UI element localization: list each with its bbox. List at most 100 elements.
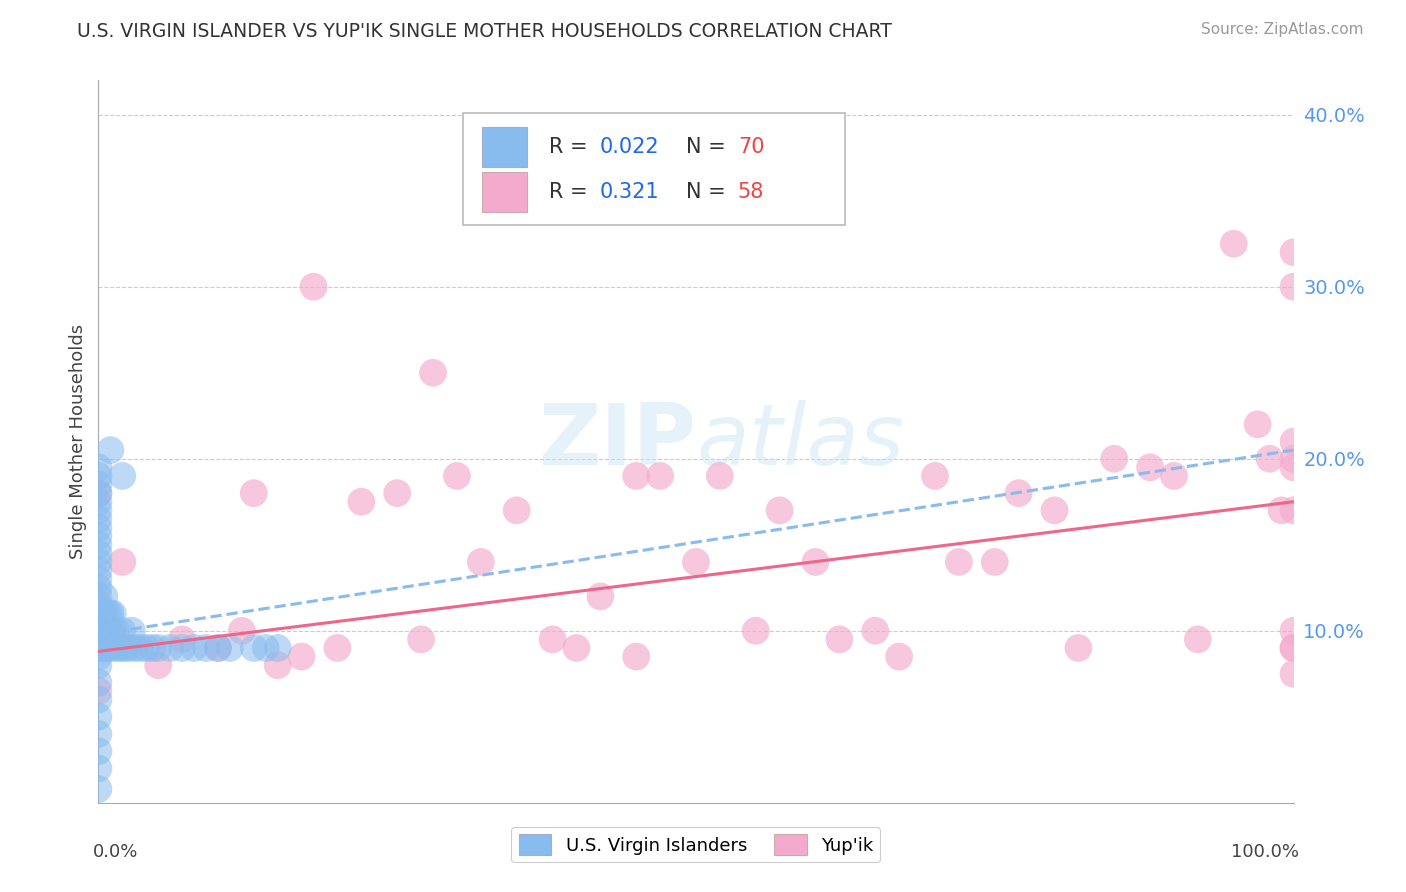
FancyBboxPatch shape — [482, 172, 527, 211]
Point — [207, 640, 229, 655]
Text: atlas: atlas — [696, 400, 904, 483]
Point — [984, 555, 1007, 569]
Point — [159, 640, 181, 655]
Y-axis label: Single Mother Households: Single Mother Households — [69, 324, 87, 559]
Point — [105, 624, 128, 638]
Point — [148, 658, 170, 673]
Point — [93, 624, 115, 638]
Point — [172, 632, 194, 647]
Point — [87, 564, 110, 578]
Point — [1043, 503, 1066, 517]
Point — [267, 640, 290, 655]
Text: 0.0%: 0.0% — [93, 843, 138, 861]
Point — [1271, 503, 1294, 517]
Point — [924, 469, 946, 483]
Point — [183, 640, 205, 655]
FancyBboxPatch shape — [463, 112, 845, 225]
Point — [1282, 624, 1305, 638]
Point — [768, 503, 790, 517]
Point — [98, 607, 122, 621]
Text: R =: R = — [548, 137, 595, 157]
Point — [141, 640, 163, 655]
Point — [626, 469, 648, 483]
Point — [626, 649, 648, 664]
Point — [87, 494, 110, 508]
Point — [231, 624, 253, 638]
Text: 100.0%: 100.0% — [1232, 843, 1299, 861]
Point — [411, 632, 433, 647]
Point — [87, 782, 110, 797]
Text: 0.321: 0.321 — [599, 182, 659, 202]
Point — [124, 640, 146, 655]
Point — [87, 512, 110, 526]
Point — [101, 607, 124, 621]
Point — [87, 727, 110, 741]
Point — [117, 640, 139, 655]
Point — [1163, 469, 1185, 483]
Point — [87, 486, 110, 500]
Point — [87, 640, 110, 655]
Point — [1139, 460, 1161, 475]
Point — [98, 624, 122, 638]
Text: N =: N = — [686, 137, 733, 157]
Point — [889, 649, 911, 664]
FancyBboxPatch shape — [482, 128, 527, 167]
Point — [87, 710, 110, 724]
Point — [87, 581, 110, 595]
Point — [589, 590, 612, 604]
Text: 58: 58 — [738, 182, 765, 202]
Point — [87, 503, 110, 517]
Point — [148, 640, 170, 655]
Point — [87, 761, 110, 775]
Point — [87, 692, 110, 706]
Point — [87, 590, 110, 604]
Point — [709, 469, 731, 483]
Point — [219, 640, 242, 655]
Point — [422, 366, 444, 380]
Point — [1282, 434, 1305, 449]
Point — [207, 640, 229, 655]
Point — [804, 555, 827, 569]
Point — [87, 624, 110, 638]
Point — [93, 640, 115, 655]
Text: 0.022: 0.022 — [599, 137, 659, 157]
Text: N =: N = — [686, 182, 733, 202]
Point — [1067, 640, 1090, 655]
Point — [87, 607, 110, 621]
Point — [93, 607, 115, 621]
Point — [87, 520, 110, 534]
Point — [97, 640, 120, 655]
Point — [91, 624, 114, 638]
Point — [87, 658, 110, 673]
Point — [87, 529, 110, 543]
Text: U.S. VIRGIN ISLANDER VS YUP'IK SINGLE MOTHER HOUSEHOLDS CORRELATION CHART: U.S. VIRGIN ISLANDER VS YUP'IK SINGLE MO… — [77, 22, 893, 41]
Point — [1282, 460, 1305, 475]
Point — [1282, 503, 1305, 517]
Point — [565, 640, 588, 655]
Point — [121, 624, 143, 638]
Point — [105, 640, 128, 655]
Point — [87, 572, 110, 586]
Point — [648, 469, 672, 483]
Point — [93, 590, 115, 604]
Point — [98, 443, 122, 458]
Point — [267, 658, 290, 673]
Point — [87, 469, 110, 483]
Point — [828, 632, 851, 647]
Point — [87, 546, 110, 560]
Point — [1282, 640, 1305, 655]
Point — [195, 640, 218, 655]
Point — [87, 477, 110, 491]
Point — [948, 555, 970, 569]
Point — [114, 640, 136, 655]
Point — [1282, 666, 1305, 681]
Point — [1282, 640, 1305, 655]
Point — [685, 555, 707, 569]
Text: 70: 70 — [738, 137, 765, 157]
Point — [1282, 245, 1305, 260]
Point — [291, 649, 314, 664]
Point — [506, 503, 529, 517]
Point — [98, 640, 122, 655]
Point — [87, 675, 110, 690]
Point — [302, 279, 325, 293]
